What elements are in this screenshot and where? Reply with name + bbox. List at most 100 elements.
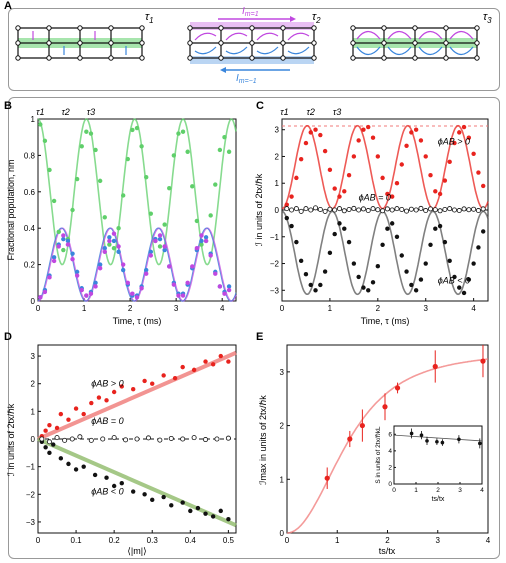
panel-c-point [380, 242, 385, 247]
panel-c-point [356, 138, 361, 143]
panel-c-point [303, 140, 309, 146]
panel-e-point [432, 363, 438, 370]
panel-letter-c: C [256, 100, 264, 112]
panel-b-point [180, 129, 186, 134]
panel-c-point [452, 274, 457, 280]
panel-c-point [332, 186, 337, 191]
panel-e-inset-ytick-label: 2 [388, 464, 392, 471]
panel-b-point [190, 184, 195, 189]
panel-c-point [313, 205, 319, 211]
panel-b-point [102, 215, 107, 220]
current-top-label: Im=1 [242, 6, 259, 18]
panel-b-point [102, 246, 107, 251]
panel-c-point [437, 208, 443, 214]
panel-e-fit [287, 358, 489, 534]
panel-b-ytick-label: 0.2 [24, 261, 36, 270]
panel-c-point [289, 207, 295, 213]
panel-b-ytick-label: 1 [31, 115, 36, 124]
panel-d-point [169, 503, 174, 508]
panel-e-inset-xtick-label: 4 [480, 487, 484, 494]
panel-b-point [107, 235, 112, 240]
panel-d-point [47, 422, 52, 428]
panel-c-point [413, 127, 419, 132]
panel-d-ytick-label: −3 [26, 518, 36, 527]
panel-c-point [284, 202, 289, 207]
panel-c-point [303, 206, 309, 212]
panel-c-point [404, 208, 410, 214]
panel-c-point [366, 288, 371, 293]
panel-c-point [466, 207, 472, 213]
panel-d-point [69, 436, 75, 442]
panel-d-point [54, 425, 60, 431]
panel-b-point [144, 271, 149, 276]
panel-e-xtick-label: 2 [385, 536, 390, 545]
panel-b-point [157, 233, 163, 238]
panel-b-point [144, 267, 149, 273]
panel-b-ytick-label: 0.4 [24, 224, 36, 233]
panel-d-point [130, 489, 136, 494]
panel-c-point [475, 208, 481, 214]
panel-b-point [213, 271, 218, 276]
panel-c-point [327, 167, 333, 173]
panel-c-point [480, 206, 486, 212]
panel-letter-e: E [256, 331, 264, 343]
panel-c-point [452, 140, 457, 146]
panel-c-point [356, 274, 361, 280]
panel-b-point [102, 249, 107, 255]
panel-c-point [289, 194, 294, 199]
panel-b-point [222, 135, 227, 140]
panel-c-point [409, 282, 414, 288]
panel-b-point [185, 280, 190, 285]
panel-b-point [125, 156, 130, 162]
panel-c-fit-red [281, 124, 489, 210]
panel-e-ylabel: ℐmax in units of 2tx/ℏk [258, 395, 268, 485]
panel-c-point [389, 207, 395, 213]
panel-d-point [123, 437, 129, 443]
panel-c-point [313, 288, 318, 293]
panel-c-ytick-label: 0 [275, 206, 280, 215]
panel-d-point [100, 436, 106, 442]
panel-b-point [176, 293, 181, 298]
panel-d-point [180, 364, 185, 370]
panel-c-xtick-label: 4 [471, 304, 476, 313]
panel-d-point [89, 400, 94, 406]
panel-d-point [43, 445, 48, 450]
panel-e-inset-point [419, 433, 424, 437]
panel-c-point [337, 194, 342, 199]
panel-c-point [432, 207, 438, 213]
panel-b-point [61, 236, 66, 242]
panel-b-point [222, 291, 227, 296]
panel-e-point [394, 385, 401, 391]
panel-e-point [324, 475, 330, 481]
panel-d-point [92, 472, 98, 478]
panel-b-point [65, 242, 71, 247]
panel-c-point [370, 135, 376, 140]
panel-c-point [322, 208, 328, 214]
panel-c-tau-label: τ1 [280, 107, 288, 117]
panel-c-point [404, 143, 409, 148]
panel-c-point [293, 206, 299, 212]
panel-e-ytick-label: 3 [280, 368, 285, 377]
panel-e-point [359, 422, 365, 429]
panel-b-plot-frame [37, 118, 237, 302]
panel-c-point [284, 215, 289, 221]
panel-c-fit-black [281, 210, 489, 296]
panel-c-point [385, 191, 390, 197]
panel-b-point [203, 235, 209, 240]
panel-b-point [190, 264, 195, 269]
panel-c-xlabel: Time, τ (ms) [361, 316, 410, 326]
panel-b-point [185, 149, 190, 154]
panel-c-point [342, 226, 347, 231]
panel-b-point [139, 144, 144, 149]
panel-b-point [97, 262, 103, 267]
panel-c-point [471, 261, 476, 266]
panel-e-inset-ytick-label: 4 [388, 448, 392, 455]
panel-c-point [332, 207, 338, 213]
panel-b-point [56, 244, 61, 249]
panel-d-point [203, 511, 208, 516]
panel-c-xtick-label: 1 [328, 304, 333, 313]
panel-b-point [199, 233, 204, 238]
panel-d-annot-pos: ϕAB > 0 [91, 378, 123, 388]
panel-c-point [337, 221, 342, 226]
panel-c-point [346, 173, 352, 178]
